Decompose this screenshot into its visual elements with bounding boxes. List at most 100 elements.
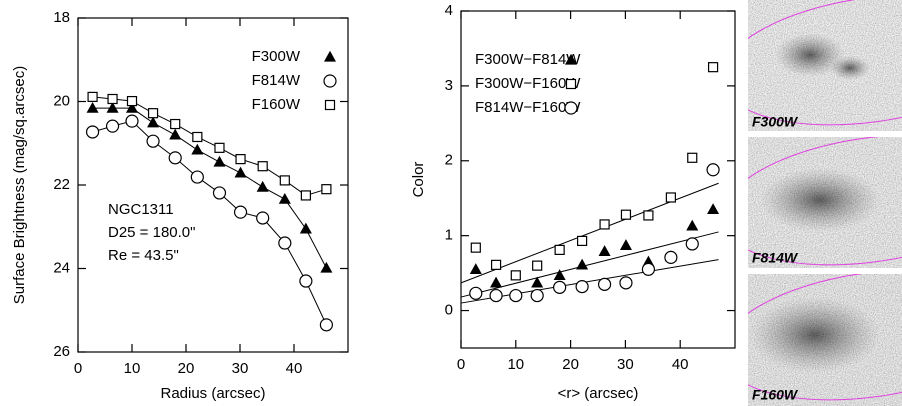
legend-marker: [565, 78, 577, 90]
marker: [469, 286, 483, 300]
x-tick-label: 10: [507, 356, 524, 373]
x-tick-label: 0: [74, 360, 82, 377]
panel-f160w: [748, 274, 902, 406]
legend-marker: [323, 50, 337, 62]
fit-line: [460, 259, 719, 304]
y-axis-label: Surface Brightness (mag/sq.arcsec): [11, 66, 28, 304]
legend-label: F160W: [252, 96, 301, 113]
x-tick-label: 10: [124, 360, 141, 377]
marker: [707, 203, 720, 215]
marker: [126, 95, 138, 107]
legend-marker: [564, 101, 578, 115]
marker: [300, 190, 311, 201]
marker: [576, 258, 589, 270]
marker: [490, 276, 503, 288]
marker: [233, 205, 248, 219]
marker: [235, 154, 246, 165]
legend-marker: [564, 53, 578, 65]
marker: [278, 192, 291, 204]
y-axis-label: Color: [410, 162, 427, 198]
marker: [664, 250, 678, 264]
marker: [278, 236, 292, 250]
marker: [489, 288, 503, 303]
x-tick-label: 0: [457, 356, 465, 373]
marker: [279, 175, 290, 186]
marker: [707, 62, 719, 73]
marker: [212, 186, 227, 200]
marker: [643, 210, 654, 221]
legend-label: F300W−F814W: [475, 51, 581, 68]
y-tick-label: 18: [53, 9, 70, 26]
marker: [213, 155, 226, 167]
marker: [320, 261, 333, 273]
marker: [532, 260, 543, 271]
x-tick-label: 20: [178, 360, 195, 377]
marker: [510, 270, 521, 281]
marker: [169, 128, 182, 140]
marker: [86, 101, 99, 113]
marker: [321, 184, 332, 195]
marker: [619, 276, 633, 290]
panel-label: F160W: [752, 387, 799, 403]
legend-label: F300W−F160W: [475, 75, 581, 92]
annotation: Re = 43.5": [108, 247, 179, 264]
y-tick-label: 1: [445, 227, 453, 244]
marker: [706, 163, 720, 177]
marker: [554, 244, 565, 255]
marker: [234, 166, 247, 178]
marker: [192, 131, 203, 143]
marker: [106, 101, 119, 113]
panel-label: F300W: [752, 114, 799, 130]
marker: [685, 237, 699, 251]
y-tick-label: 20: [53, 92, 70, 109]
marker: [299, 222, 312, 234]
marker: [597, 277, 612, 291]
y-tick-label: 4: [445, 2, 453, 19]
fit-line: [460, 231, 719, 298]
marker: [125, 114, 139, 128]
panel-label: F814W: [752, 250, 799, 266]
marker: [599, 219, 610, 230]
y-tick-label: 0: [445, 302, 453, 319]
marker: [620, 209, 632, 220]
legend-label: F300W: [252, 48, 301, 65]
x-tick-label: 30: [617, 356, 634, 373]
legend-marker: [324, 99, 336, 111]
panel-f300w: [748, 0, 902, 131]
annotation: NGC1311: [108, 201, 174, 218]
x-tick-label: 40: [672, 356, 689, 373]
y-tick-label: 22: [53, 176, 70, 193]
marker: [470, 242, 481, 253]
panel-f814w: [748, 137, 902, 268]
marker: [598, 245, 611, 256]
marker: [299, 274, 313, 288]
legend-label: F814W: [252, 72, 301, 89]
marker: [87, 91, 98, 103]
y-tick-label: 2: [445, 152, 453, 169]
marker: [577, 235, 588, 247]
marker: [256, 211, 270, 225]
marker: [686, 219, 699, 231]
y-tick-label: 3: [445, 77, 453, 94]
marker: [147, 108, 159, 119]
x-axis-label: Radius (arcsec): [160, 385, 265, 402]
marker: [146, 134, 160, 148]
y-tick-label: 24: [53, 259, 70, 276]
marker: [531, 276, 544, 288]
marker: [256, 180, 269, 192]
x-axis-label: <r> (arcsec): [558, 385, 639, 402]
x-tick-label: 30: [232, 360, 249, 377]
marker: [170, 118, 181, 130]
plot-frame: [77, 17, 349, 353]
marker: [530, 288, 544, 303]
marker: [469, 263, 482, 274]
marker: [190, 170, 204, 184]
marker: [214, 142, 225, 153]
marker: [553, 280, 567, 294]
marker: [168, 151, 182, 165]
marker: [105, 119, 120, 133]
marker: [490, 259, 502, 270]
marker: [147, 116, 160, 128]
marker: [319, 318, 333, 332]
